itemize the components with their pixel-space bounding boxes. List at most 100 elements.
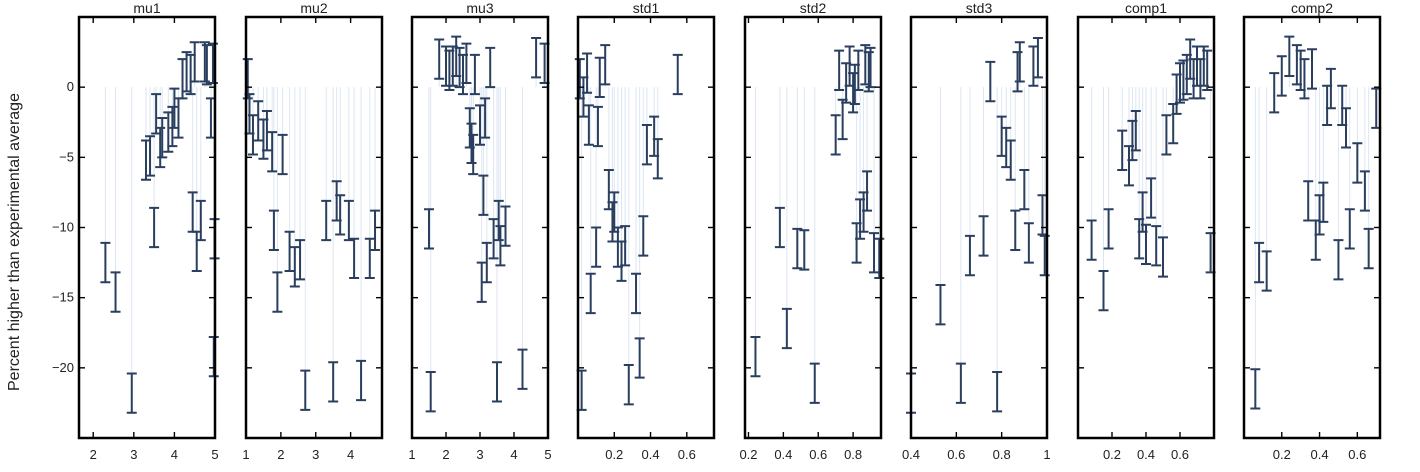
error-bar-comp1-0 [1086,219,1097,261]
xtick-label-std2-2: 0.6 [809,447,827,462]
error-bar-std2-2 [781,307,792,350]
error-bar-comp2-10 [1307,48,1317,90]
error-bar-std3-5 [985,60,996,103]
xtick-label-std3-2: 0.8 [993,447,1011,462]
error-bar-mu3-20 [488,218,499,260]
error-bar-mu1-0 [100,241,111,284]
error-bar-std1-16 [623,364,634,406]
panel-mu2: mu2 1 2 3 4 [242,0,384,462]
error-bar-std1-5 [585,272,596,315]
error-bar-mu3-23 [495,225,506,267]
error-bar-mu3-21 [492,361,502,403]
error-bar-mu1-7 [155,126,166,169]
error-bar-mu2-11 [289,246,300,288]
error-bar-std2-1 [774,206,785,249]
error-bar-mu2-20 [356,359,367,402]
panel-comp2: comp2 0.2 0.4 0.6 [1242,0,1382,462]
error-bar-std3-4 [978,215,989,257]
xtick-label-mu2-3: 4 [347,447,354,462]
error-bar-std1-6 [591,226,602,268]
error-bar-comp1-10 [1146,177,1157,219]
error-bar-mu2-14 [321,199,332,242]
error-bar-mu1-19 [195,199,206,242]
error-bar-comp1-12 [1158,236,1168,278]
ytick-label-4: −20 [52,360,74,375]
xtick-label-mu1-3: 5 [211,447,218,462]
error-bar-std1-17 [631,272,642,315]
error-bar-std3-2 [955,362,966,404]
error-bar-std1-18 [634,337,645,379]
error-bar-mu2-17 [335,194,346,236]
panel-title-mu3: mu3 [466,0,493,16]
error-bar-comp2-13 [1318,181,1329,223]
xtick-label-comp1-2: 0.6 [1171,447,1189,462]
error-bar-mu2-21 [364,237,375,280]
xtick-label-std2-1: 0.4 [774,447,792,462]
error-bar-std2-11 [848,72,859,114]
xtick-label-mu3-0: 1 [408,447,415,462]
panel-std3: std3 0.4 0.6 0.8 1 [902,0,1051,462]
error-bar-std3-7 [996,115,1007,157]
ytick-label-2: −10 [52,220,74,235]
error-bar-std2-22 [874,237,885,280]
xtick-label-mu2-2: 3 [312,447,319,462]
error-bar-std2-5 [809,362,820,404]
error-bar-std3-8 [1001,126,1012,169]
panel-title-std2: std2 [800,0,827,16]
xtick-label-std1-0: 0.2 [605,447,623,462]
error-bar-comp2-18 [1341,107,1351,149]
panel-frame-std3 [909,15,1049,440]
panel-mu1: mu1 0 −5 −10 −15 −20 2 3 4 5 [52,0,220,462]
error-bar-comp1-2 [1103,208,1114,250]
error-bar-std2-3 [792,227,803,270]
error-bar-std1-20 [641,124,652,166]
error-bar-mu3-22 [493,199,504,242]
error-bar-mu3-14 [475,104,485,146]
error-bar-std2-0 [750,335,761,378]
xtick-label-mu3-1: 2 [442,447,449,462]
xtick-label-mu1-1: 3 [130,447,137,462]
error-bar-mu2-15 [328,361,339,403]
ytick-label-0: 0 [67,79,74,94]
y-axis-label: Percent higher than experimental average [6,93,23,391]
error-bar-std3-16 [1032,37,1043,79]
error-bar-mu2-6 [267,131,278,173]
error-bar-std3-13 [1019,168,1030,211]
error-bar-mu2-3 [253,100,264,142]
panel-frame-mu3 [410,15,550,440]
error-bar-comp2-15 [1325,67,1336,110]
error-bar-comp2-3 [1269,72,1280,114]
error-bar-comp1-1 [1098,270,1109,312]
error-bar-mu3-2 [434,38,445,80]
xtick-label-mu1-2: 4 [171,447,178,462]
error-bar-std3-15 [1028,45,1039,87]
xtick-label-mu3-4: 5 [544,447,551,462]
error-bar-mu2-19 [349,237,360,280]
error-bar-mu1-1 [110,271,121,313]
xtick-label-mu3-3: 4 [510,447,517,462]
error-bar-mu3-24 [500,205,511,247]
error-bar-comp1-11 [1151,225,1162,267]
error-bar-std3-12 [1014,41,1025,83]
error-bar-comp2-2 [1261,250,1272,292]
xtick-label-comp1-1: 0.4 [1137,447,1155,462]
error-bar-std2-19 [863,51,874,93]
error-bar-mu2-2 [247,114,258,156]
error-bar-std3-3 [964,234,975,277]
error-bar-std2-20 [865,46,876,89]
error-bar-comp1-9 [1141,223,1151,265]
error-bar-comp1-13 [1161,114,1172,156]
error-bar-mu1-10 [167,105,178,148]
xtick-label-comp2-2: 0.6 [1348,447,1366,462]
error-bar-std3-6 [992,371,1003,413]
xtick-label-std3-1: 0.6 [947,447,965,462]
error-bar-mu3-18 [481,241,492,284]
xtick-label-std2-0: 0.2 [739,447,757,462]
error-bar-std1-9 [600,44,611,86]
error-bar-mu2-13 [300,369,311,411]
error-bar-std2-8 [837,98,848,141]
error-bar-mu3-1 [425,371,436,413]
error-bar-mu3-12 [468,133,479,176]
error-bar-mu3-13 [469,53,480,96]
